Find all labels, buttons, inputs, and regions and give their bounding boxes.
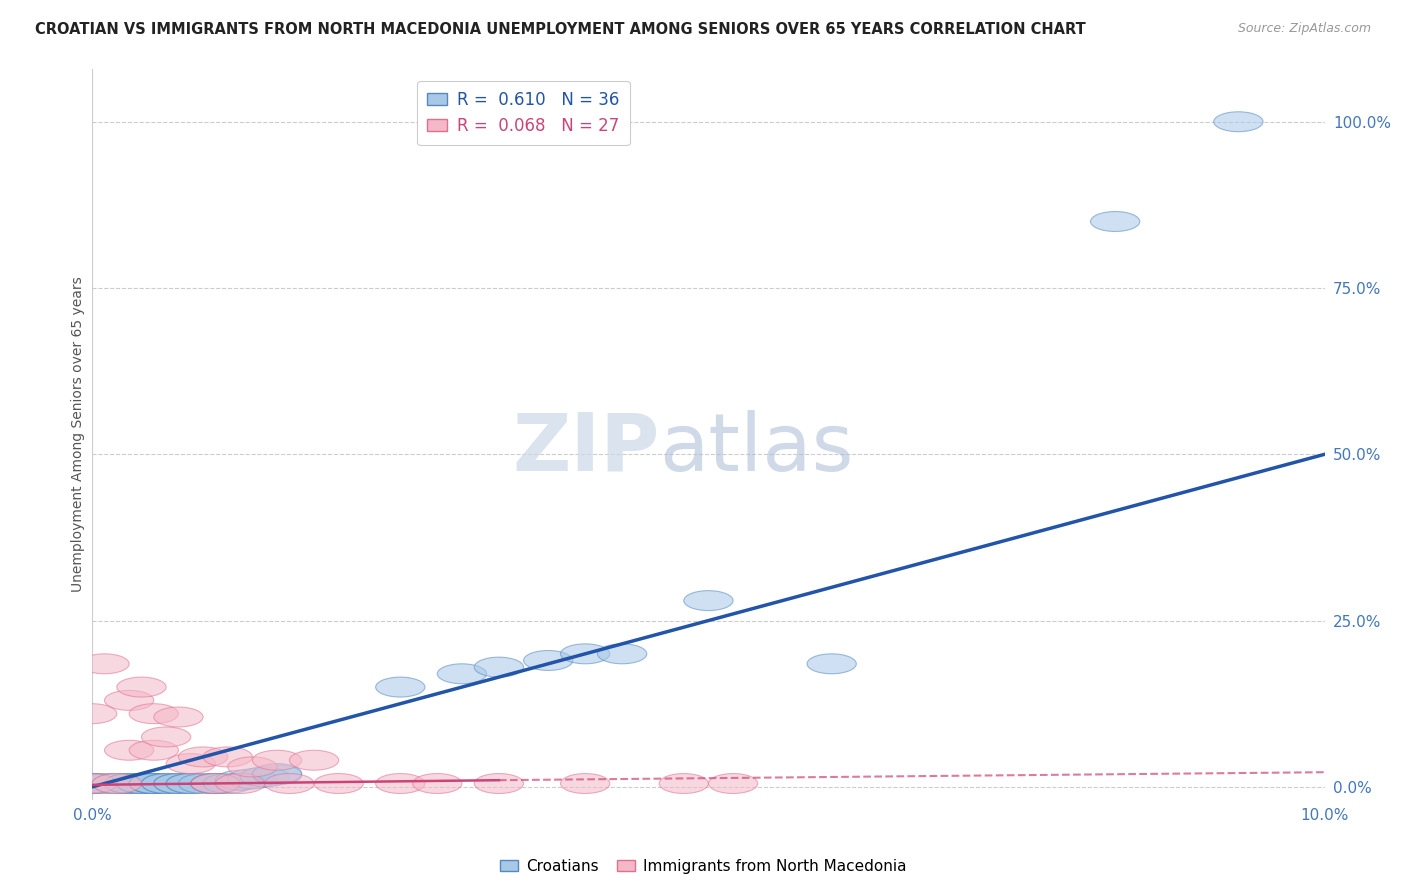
Text: ZIP: ZIP: [512, 410, 659, 488]
Y-axis label: Unemployment Among Seniors over 65 years: Unemployment Among Seniors over 65 years: [72, 277, 86, 592]
Text: atlas: atlas: [659, 410, 853, 488]
Text: Source: ZipAtlas.com: Source: ZipAtlas.com: [1237, 22, 1371, 36]
Legend: Croatians, Immigrants from North Macedonia: Croatians, Immigrants from North Macedon…: [494, 853, 912, 880]
Legend: R =  0.610   N = 36, R =  0.068   N = 27: R = 0.610 N = 36, R = 0.068 N = 27: [418, 80, 630, 145]
Text: CROATIAN VS IMMIGRANTS FROM NORTH MACEDONIA UNEMPLOYMENT AMONG SENIORS OVER 65 Y: CROATIAN VS IMMIGRANTS FROM NORTH MACEDO…: [35, 22, 1085, 37]
